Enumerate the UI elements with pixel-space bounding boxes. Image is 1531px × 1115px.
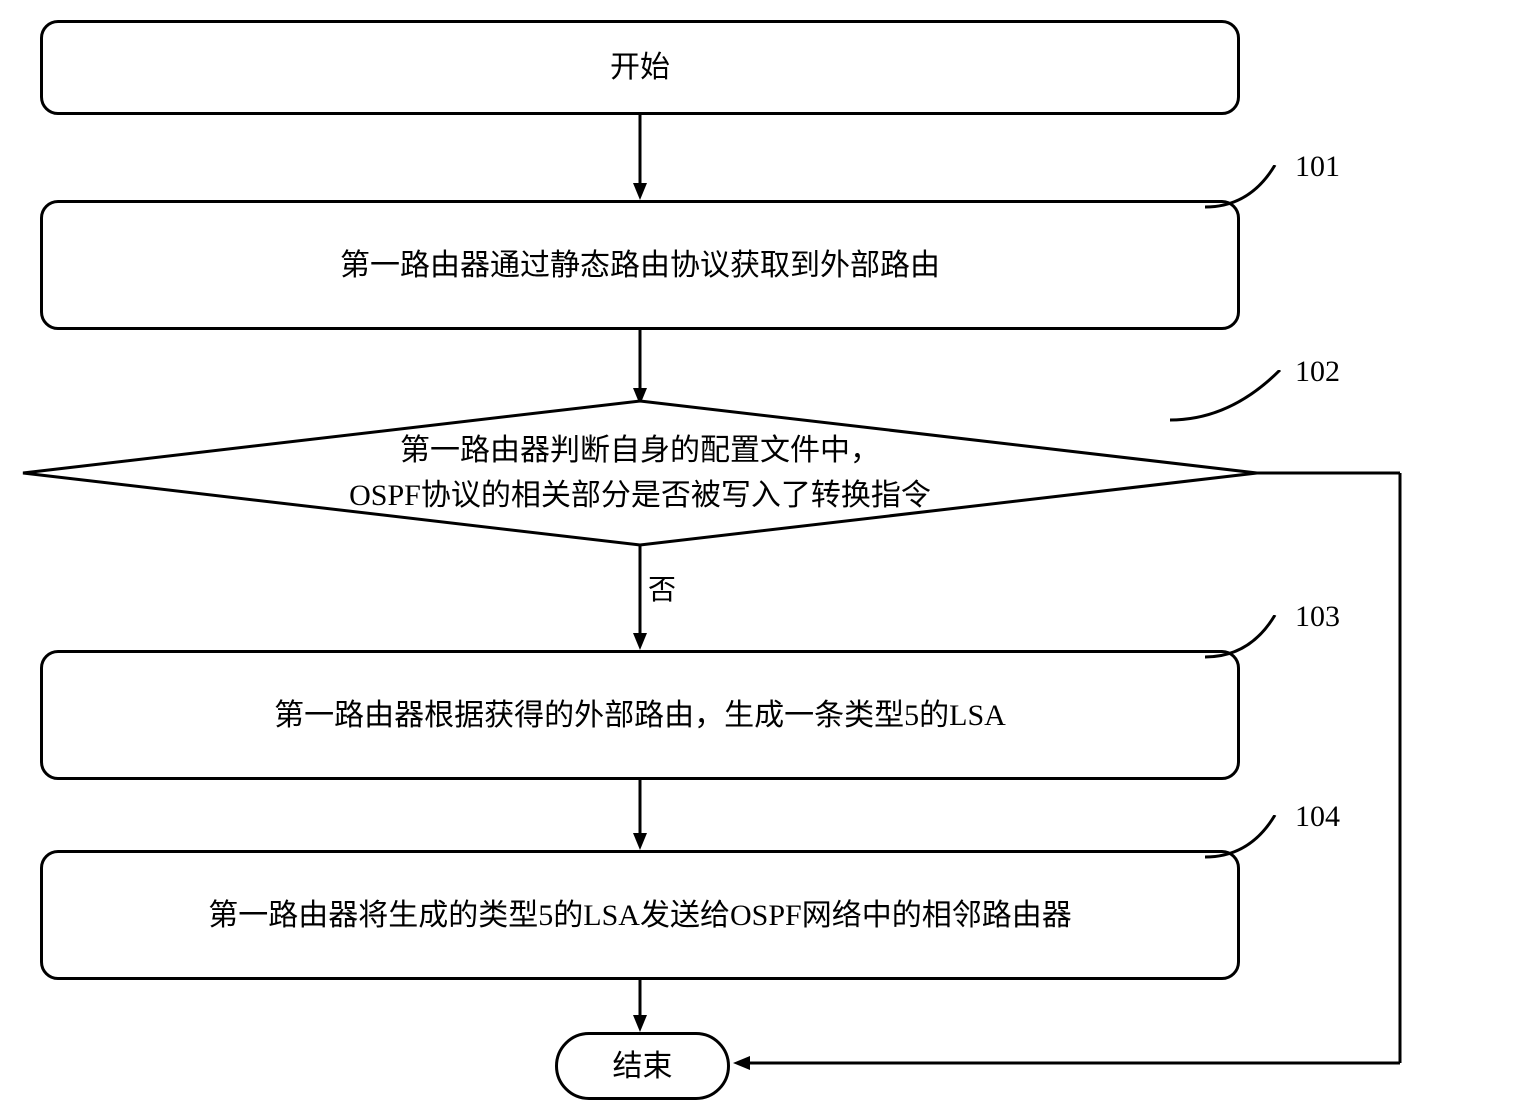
decision-102-line2: OSPF协议的相关部分是否被写入了转换指令 (82, 473, 1198, 518)
decision-102-number: 102 (1295, 355, 1340, 389)
arrow-start-to-101 (630, 115, 650, 203)
step-101-label: 第一路由器通过静态路由协议获取到外部路由 (340, 243, 940, 288)
step-101-number: 101 (1295, 150, 1340, 184)
decision-102-line1: 第一路由器判断自身的配置文件中， (82, 428, 1198, 473)
step-103-node: 第一路由器根据获得的外部路由，生成一条类型5的LSA (40, 650, 1240, 780)
end-label: 结束 (613, 1044, 673, 1089)
no-label: 否 (648, 568, 676, 608)
arrow-101-to-102 (630, 330, 650, 408)
step-104-connector (1205, 815, 1295, 860)
decision-102-connector (1170, 370, 1300, 425)
step-103-label: 第一路由器根据获得的外部路由，生成一条类型5的LSA (274, 693, 1006, 738)
step-104-number: 104 (1295, 800, 1340, 834)
step-103-connector (1205, 615, 1295, 660)
arrow-102-to-103 (630, 545, 650, 653)
start-node: 开始 (40, 20, 1240, 115)
step-101-connector (1205, 165, 1295, 210)
start-label: 开始 (610, 45, 670, 90)
step-101-node: 第一路由器通过静态路由协议获取到外部路由 (40, 200, 1240, 330)
flowchart-container: 开始 第一路由器通过静态路由协议获取到外部路由 101 第一路由器判断自身的配置… (0, 0, 1531, 1115)
step-103-number: 103 (1295, 600, 1340, 634)
decision-102-text: 第一路由器判断自身的配置文件中， OSPF协议的相关部分是否被写入了转换指令 (82, 428, 1198, 518)
end-node: 结束 (555, 1032, 730, 1100)
step-104-node: 第一路由器将生成的类型5的LSA发送给OSPF网络中的相邻路由器 (40, 850, 1240, 980)
arrow-104-to-end (630, 980, 650, 1035)
arrow-103-to-104 (630, 780, 650, 853)
step-104-label: 第一路由器将生成的类型5的LSA发送给OSPF网络中的相邻路由器 (208, 893, 1071, 938)
